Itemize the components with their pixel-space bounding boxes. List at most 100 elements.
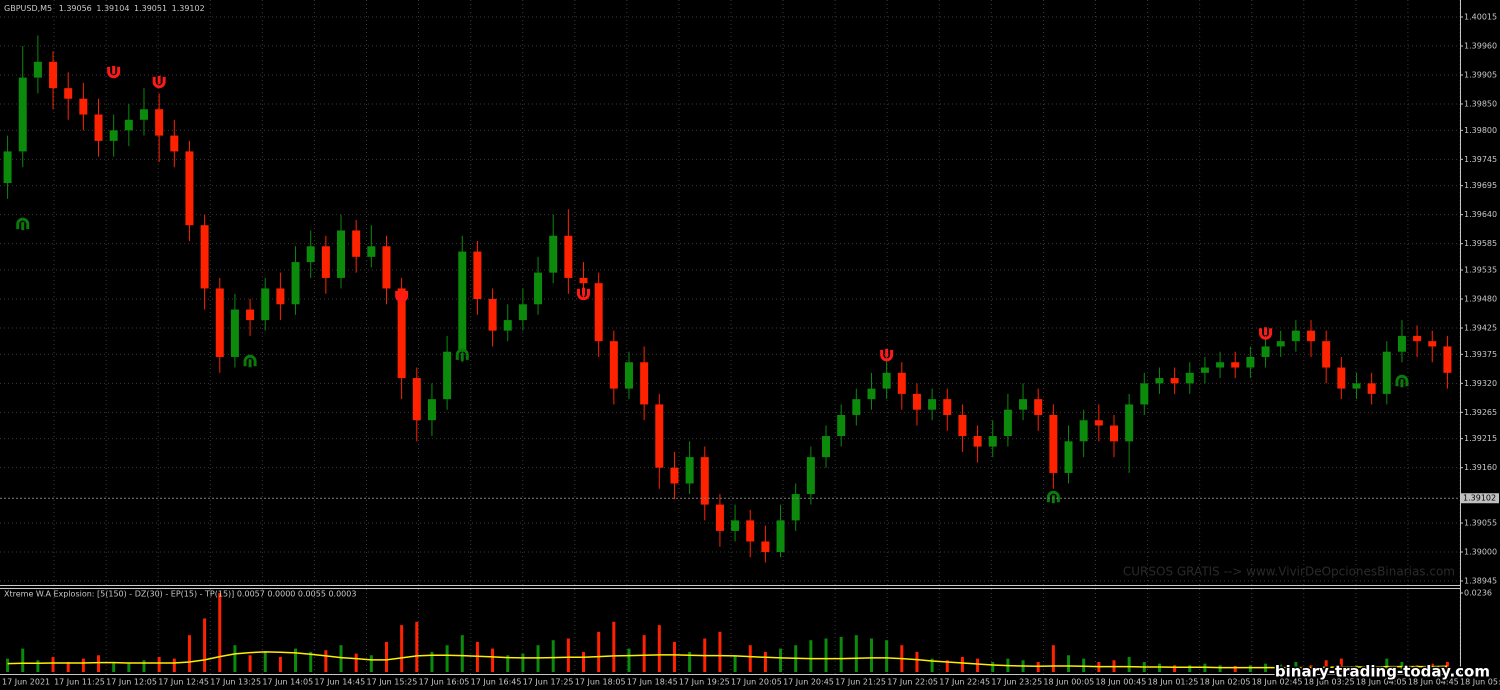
indicator-bar	[384, 641, 388, 672]
indicator-bar	[991, 661, 995, 672]
candle-body	[1291, 330, 1300, 342]
indicator-bar	[400, 625, 404, 672]
candle-body	[124, 119, 133, 131]
y-tick-label: 1.39000	[1464, 548, 1497, 557]
candle-body	[64, 88, 73, 99]
indicator-bar	[627, 648, 631, 672]
x-tick-label: 18 Jun 00:45	[1096, 678, 1147, 687]
candle-body	[367, 246, 376, 257]
x-tick-label: 18 Jun 05:25	[1460, 678, 1500, 687]
candle-body	[1140, 383, 1149, 405]
x-tick-label: 17 Jun 21:25	[835, 678, 886, 687]
candle-body	[1079, 420, 1088, 442]
x-tick-label: 17 Jun 16:05	[419, 678, 470, 687]
candle-body	[928, 399, 937, 410]
indicator-bar	[1082, 658, 1086, 672]
indicator-bar	[960, 656, 964, 672]
indicator-bar	[491, 648, 495, 672]
sell-signal	[395, 289, 409, 303]
candle-body	[246, 309, 255, 321]
candle-body	[1185, 372, 1194, 384]
candle-body	[837, 414, 846, 437]
indicator-bar	[445, 645, 449, 672]
indicator-bar	[718, 631, 722, 672]
candle-body	[867, 388, 876, 400]
candle-body	[1231, 362, 1240, 368]
candle-body	[170, 135, 179, 152]
indicator-bar	[112, 661, 116, 672]
x-tick-label: 17 Jun 13:25	[210, 678, 261, 687]
x-tick-label: 18 Jun 01:25	[1148, 678, 1199, 687]
candle-body	[139, 109, 148, 120]
indicator-bar	[309, 651, 313, 672]
bar-close: 1.39102	[172, 4, 205, 13]
y-tick-label: 1.39960	[1464, 41, 1497, 50]
indicator-bar	[809, 640, 813, 672]
candle-body	[109, 130, 118, 141]
x-tick-label: 17 Jun 11:25	[54, 678, 105, 687]
candle-body	[518, 304, 527, 321]
candle-body	[1397, 335, 1406, 352]
indicator-bar	[839, 636, 843, 672]
symbol: GBPUSD,M5	[4, 4, 52, 13]
candle-body	[1003, 409, 1012, 437]
indicator-bar	[415, 621, 419, 672]
indicator-bar	[1370, 663, 1374, 672]
candle-body	[761, 541, 770, 553]
candle-body	[488, 299, 497, 331]
candle-body	[943, 399, 952, 415]
y-tick-label: 1.38945	[1464, 577, 1497, 586]
candle-body	[1276, 341, 1285, 347]
indicator-bar	[339, 645, 343, 672]
candle-body	[1428, 341, 1437, 347]
sell-signal	[880, 348, 894, 362]
indicator-title: Xtreme W.A Explosion: [5(150) - DZ(30) -…	[4, 590, 356, 599]
candle-body	[1155, 378, 1164, 384]
candle-body	[806, 457, 815, 495]
bar-high: 1.39104	[96, 4, 129, 13]
candle-body	[306, 246, 315, 263]
indicator-bar	[733, 655, 737, 672]
x-tick-label: 18 Jun 04:05	[1356, 678, 1407, 687]
y-tick-label: 1.39265	[1464, 408, 1497, 417]
candle-body	[427, 399, 436, 421]
buy-signal	[243, 354, 257, 368]
y-tick-label: 1.39480	[1464, 295, 1497, 304]
indicator-bar	[1309, 665, 1313, 672]
indicator-bar	[1188, 665, 1192, 672]
indicator-bar	[779, 648, 783, 672]
indicator-bar	[324, 650, 328, 672]
bar-open: 1.39056	[59, 4, 92, 13]
indicator-bar	[976, 658, 980, 672]
indicator-bar	[1324, 660, 1328, 672]
candle-body	[731, 520, 740, 531]
candle-body	[852, 399, 861, 415]
indicator-bar	[6, 658, 10, 672]
indicator-bar	[1157, 663, 1161, 672]
indicator-bar	[566, 638, 570, 672]
x-tick-label: 17 Jun 15:25	[367, 678, 418, 687]
candle-body	[321, 246, 330, 278]
indicator-bar	[203, 618, 207, 672]
header: GBPUSD,M5 1.39056 1.39104 1.39051 1.3910…	[4, 4, 205, 13]
y-tick-label: 1.39640	[1464, 210, 1497, 219]
candle-body	[412, 378, 421, 421]
indicator-bar	[642, 635, 646, 672]
x-tick-label: 18 Jun 04:45	[1408, 678, 1459, 687]
indicator-bar	[688, 651, 692, 672]
indicator-bar	[142, 660, 146, 672]
y-tick-label: 1.39585	[1464, 239, 1497, 248]
candle-body	[1200, 367, 1209, 373]
y-tick-label: 1.39215	[1464, 434, 1497, 443]
y-tick-label: 1.39160	[1464, 463, 1497, 472]
indicator-bar	[187, 635, 191, 672]
candle-body	[700, 457, 709, 505]
candle-body	[958, 414, 967, 437]
candle-body	[1049, 414, 1058, 473]
candle-body	[685, 457, 694, 484]
indicator-bar	[506, 655, 510, 672]
candle-body	[291, 262, 300, 305]
indicator-bar	[748, 645, 752, 672]
indicator-bar	[81, 658, 85, 672]
candle-body	[624, 362, 633, 389]
